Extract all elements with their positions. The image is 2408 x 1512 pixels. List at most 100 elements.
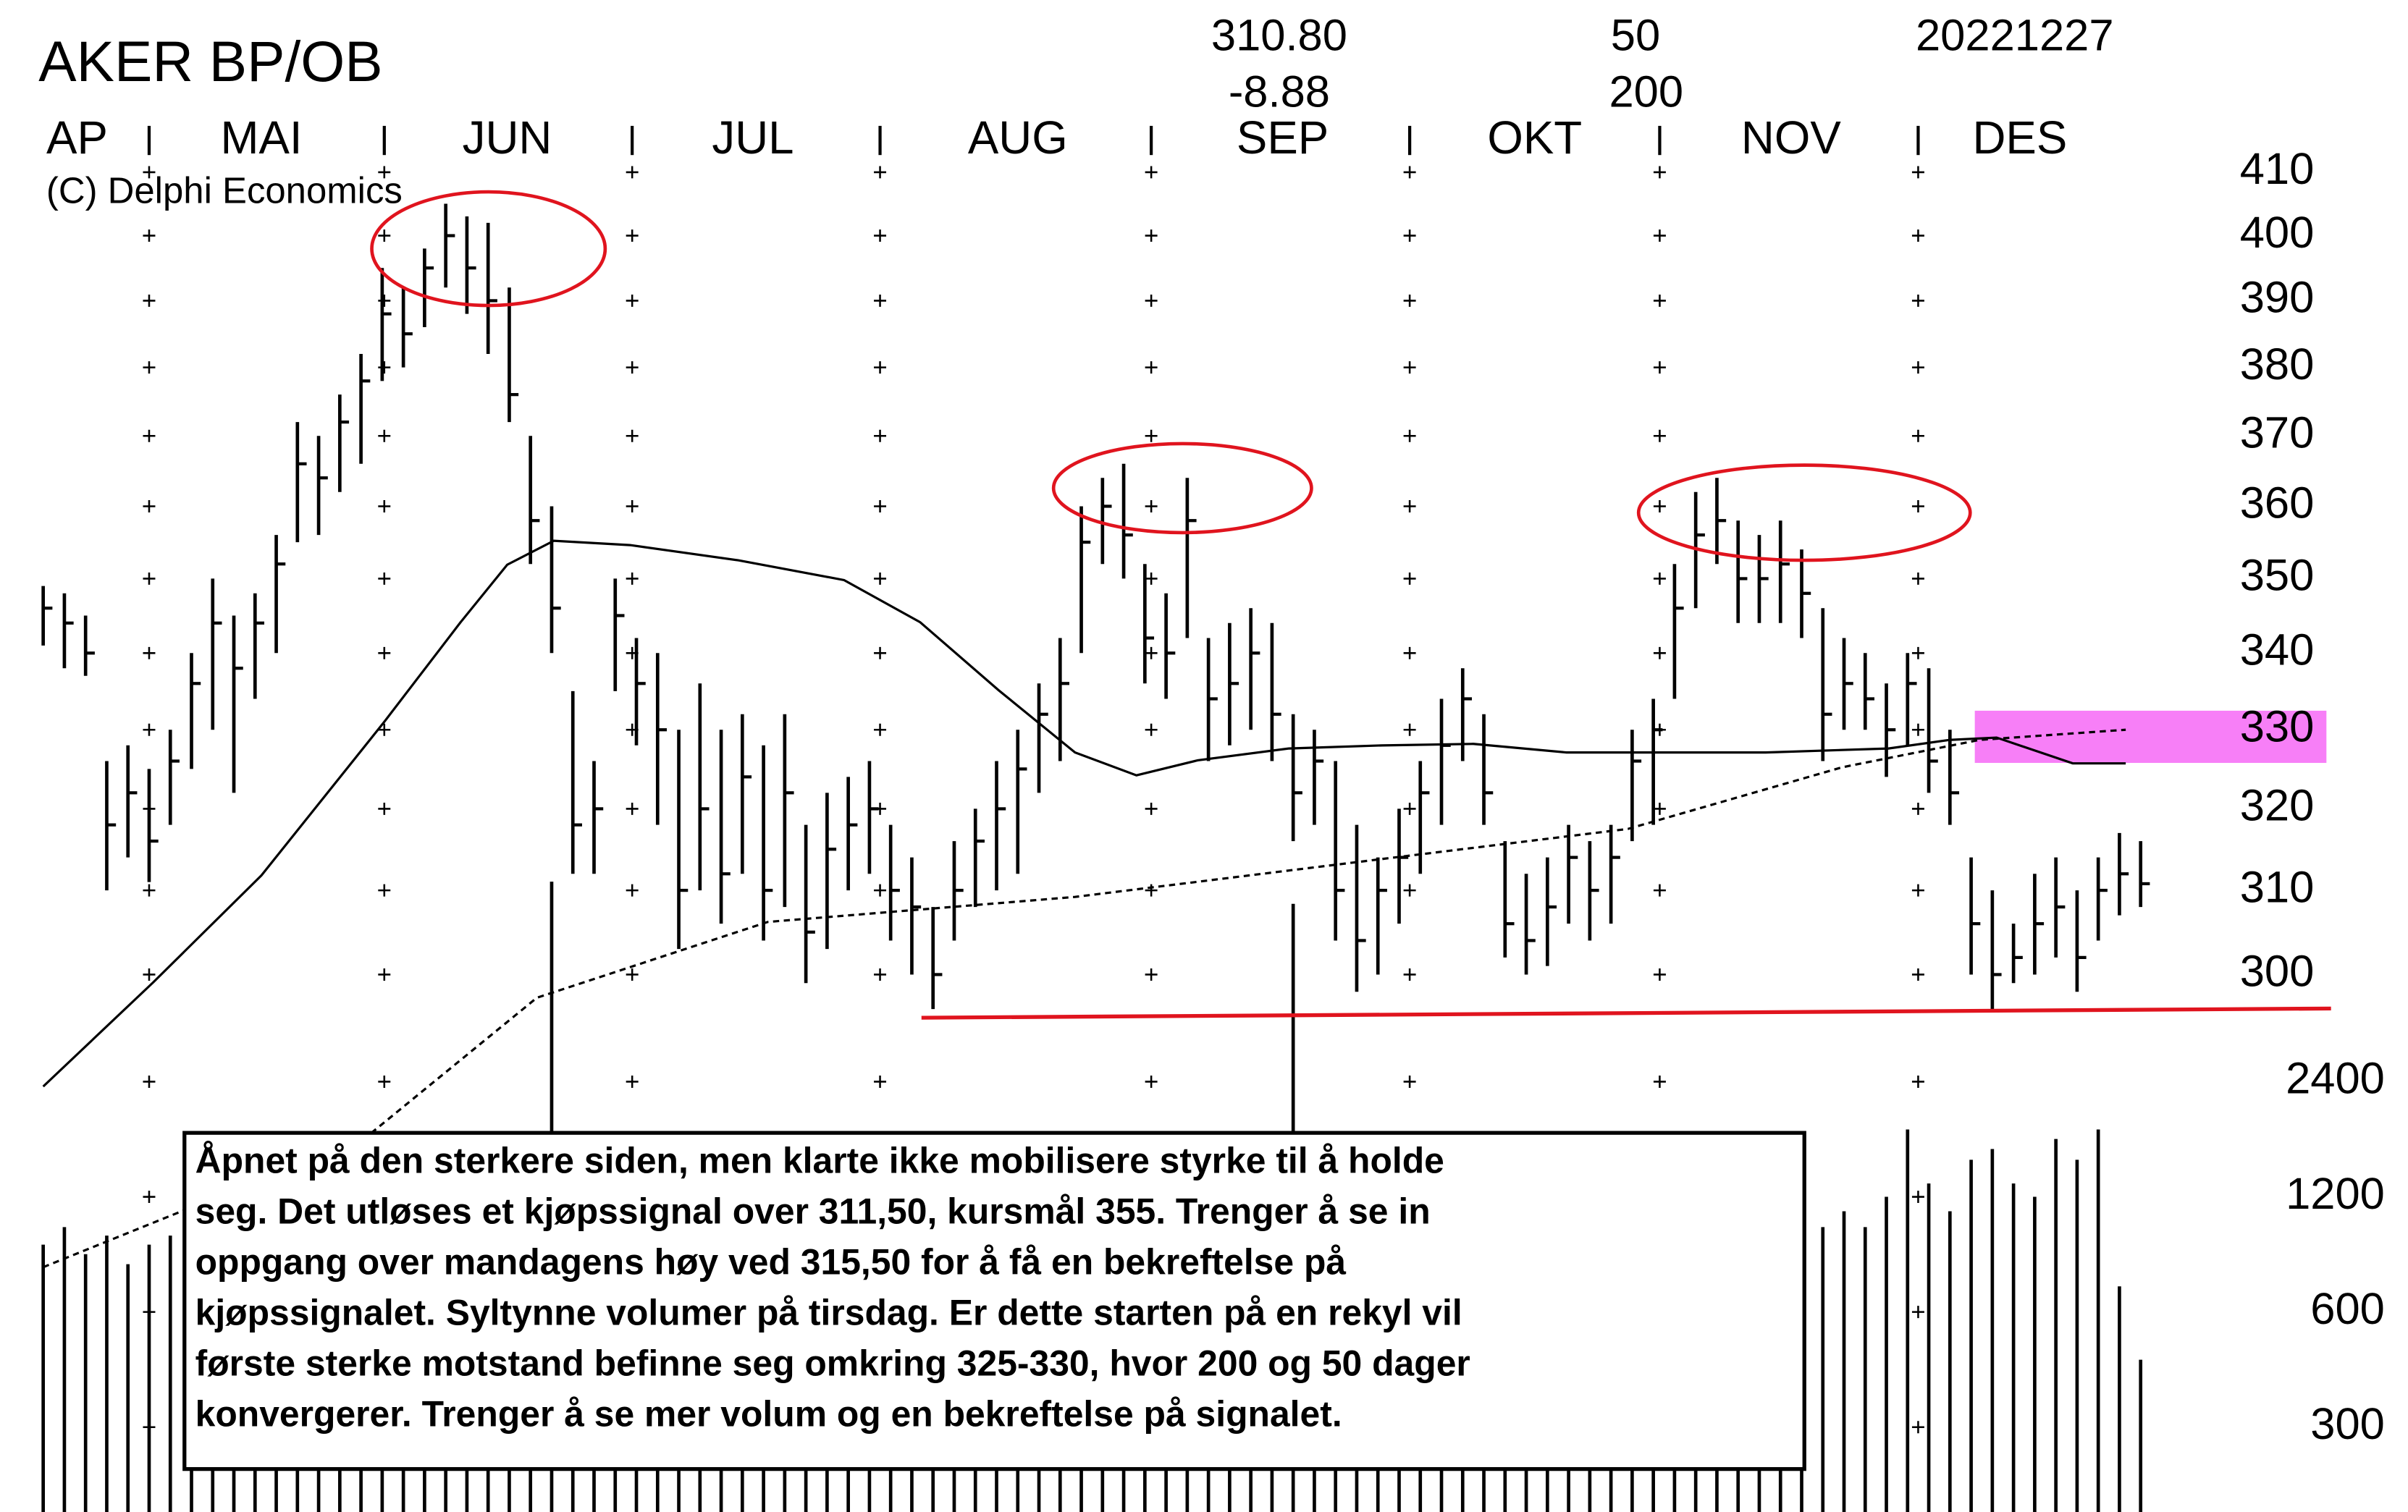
- y-tick-label: 350: [2240, 551, 2315, 601]
- grid-plus: [874, 884, 887, 897]
- y-tick-label: 410: [2240, 144, 2315, 194]
- grid-plus: [1653, 499, 1666, 512]
- grid-plus: [626, 361, 639, 374]
- comment-line: første sterke motstand befinne seg omkri…: [195, 1343, 1470, 1384]
- y-tick-label: 390: [2240, 273, 2315, 323]
- comment-line: seg. Det utløses et kjøpssignal over 311…: [195, 1191, 1431, 1232]
- grid-plus: [378, 294, 391, 307]
- grid-plus: [378, 968, 391, 981]
- grid-plus: [1653, 361, 1666, 374]
- grid-plus: [1403, 1075, 1416, 1088]
- month-label: SEP: [1237, 112, 1329, 164]
- grid-plus: [1653, 229, 1666, 242]
- grid-plus: [626, 294, 639, 307]
- grid-plus: [626, 884, 639, 897]
- grid-plus: [1403, 646, 1416, 659]
- grid-plus: [1403, 572, 1416, 585]
- ma-short-label: 50: [1611, 10, 1660, 60]
- grid-plus: [626, 499, 639, 512]
- y2-tick-label: 1200: [2286, 1169, 2385, 1219]
- grid-plus: [874, 572, 887, 585]
- month-label: JUL: [712, 112, 793, 164]
- grid-plus: [1911, 499, 1924, 512]
- support-line: [921, 1006, 2331, 1020]
- ma-long-label: 200: [1609, 67, 1683, 117]
- grid-plus: [874, 499, 887, 512]
- grid-plus: [1145, 429, 1158, 442]
- grid-plus: [1145, 646, 1158, 659]
- y-tick-label: 340: [2240, 625, 2315, 675]
- grid-plus: [626, 968, 639, 981]
- grid-plus: [143, 646, 156, 659]
- month-label: MAI: [221, 112, 303, 164]
- grid-plus: [378, 166, 391, 179]
- grid-plus: [1911, 361, 1924, 374]
- chart-title: AKER BP/OB: [38, 30, 382, 93]
- grid-plus: [1911, 1306, 1924, 1319]
- grid-plus: [143, 361, 156, 374]
- grid-plus: [1403, 429, 1416, 442]
- grid-plus: [1653, 802, 1666, 815]
- grid-plus: [1911, 1191, 1924, 1204]
- grid-plus: [1911, 572, 1924, 585]
- grid-plus: [1653, 294, 1666, 307]
- grid-plus: [143, 294, 156, 307]
- y2-tick-label: 600: [2310, 1284, 2385, 1334]
- grid-plus: [874, 1075, 887, 1088]
- date: 20221227: [1916, 10, 2114, 60]
- grid-plus: [1145, 294, 1158, 307]
- y-tick-label: 400: [2240, 208, 2315, 258]
- grid-plus: [1403, 294, 1416, 307]
- grid-plus: [874, 166, 887, 179]
- y2-tick-label: 300: [2310, 1399, 2385, 1449]
- grid-plus: [143, 572, 156, 585]
- grid-plus: [378, 229, 391, 242]
- grid-plus: [1911, 646, 1924, 659]
- grid-plus: [874, 429, 887, 442]
- grid-plus: [626, 1075, 639, 1088]
- grid-plus: [1403, 361, 1416, 374]
- last-price: 310.80: [1211, 10, 1347, 60]
- grid-plus: [1911, 429, 1924, 442]
- comment-line: konvergerer. Trenger å se mer volum og e…: [195, 1394, 1342, 1435]
- y-tick-label: 330: [2240, 701, 2315, 751]
- grid-plus: [1653, 572, 1666, 585]
- grid-plus: [143, 166, 156, 179]
- grid-plus: [143, 229, 156, 242]
- grid-plus: [1145, 968, 1158, 981]
- grid-plus: [1403, 802, 1416, 815]
- month-label: AP: [46, 112, 108, 164]
- grid-plus: [1911, 968, 1924, 981]
- grid-plus: [1911, 1075, 1924, 1088]
- grid-plus: [378, 499, 391, 512]
- grid-plus: [874, 294, 887, 307]
- grid-plus: [626, 229, 639, 242]
- top-ellipse: [370, 190, 607, 308]
- grid-plus: [1145, 723, 1158, 736]
- y2-tick-label: 2400: [2286, 1054, 2385, 1104]
- grid-plus: [1653, 884, 1666, 897]
- grid-plus: [1403, 166, 1416, 179]
- grid-plus: [378, 361, 391, 374]
- grid-plus: [874, 968, 887, 981]
- grid-plus: [143, 884, 156, 897]
- comment-line: kjøpssignalet. Syltynne volumer på tirsd…: [195, 1293, 1462, 1333]
- grid-plus: [1403, 968, 1416, 981]
- y-tick-label: 310: [2240, 862, 2315, 912]
- grid-plus: [143, 968, 156, 981]
- grid-plus: [1145, 884, 1158, 897]
- moving-average: [42, 539, 2126, 1088]
- comment-line: oppgang over mandagens høy ved 315,50 fo…: [195, 1242, 1347, 1283]
- grid-plus: [378, 723, 391, 736]
- grid-plus: [626, 166, 639, 179]
- month-label: JUN: [463, 112, 552, 164]
- grid-plus: [143, 429, 156, 442]
- y-tick-label: 370: [2240, 407, 2315, 457]
- month-label: OKT: [1487, 112, 1582, 164]
- grid-plus: [1653, 429, 1666, 442]
- grid-plus: [874, 361, 887, 374]
- month-label: NOV: [1741, 112, 1841, 164]
- grid-plus: [1145, 229, 1158, 242]
